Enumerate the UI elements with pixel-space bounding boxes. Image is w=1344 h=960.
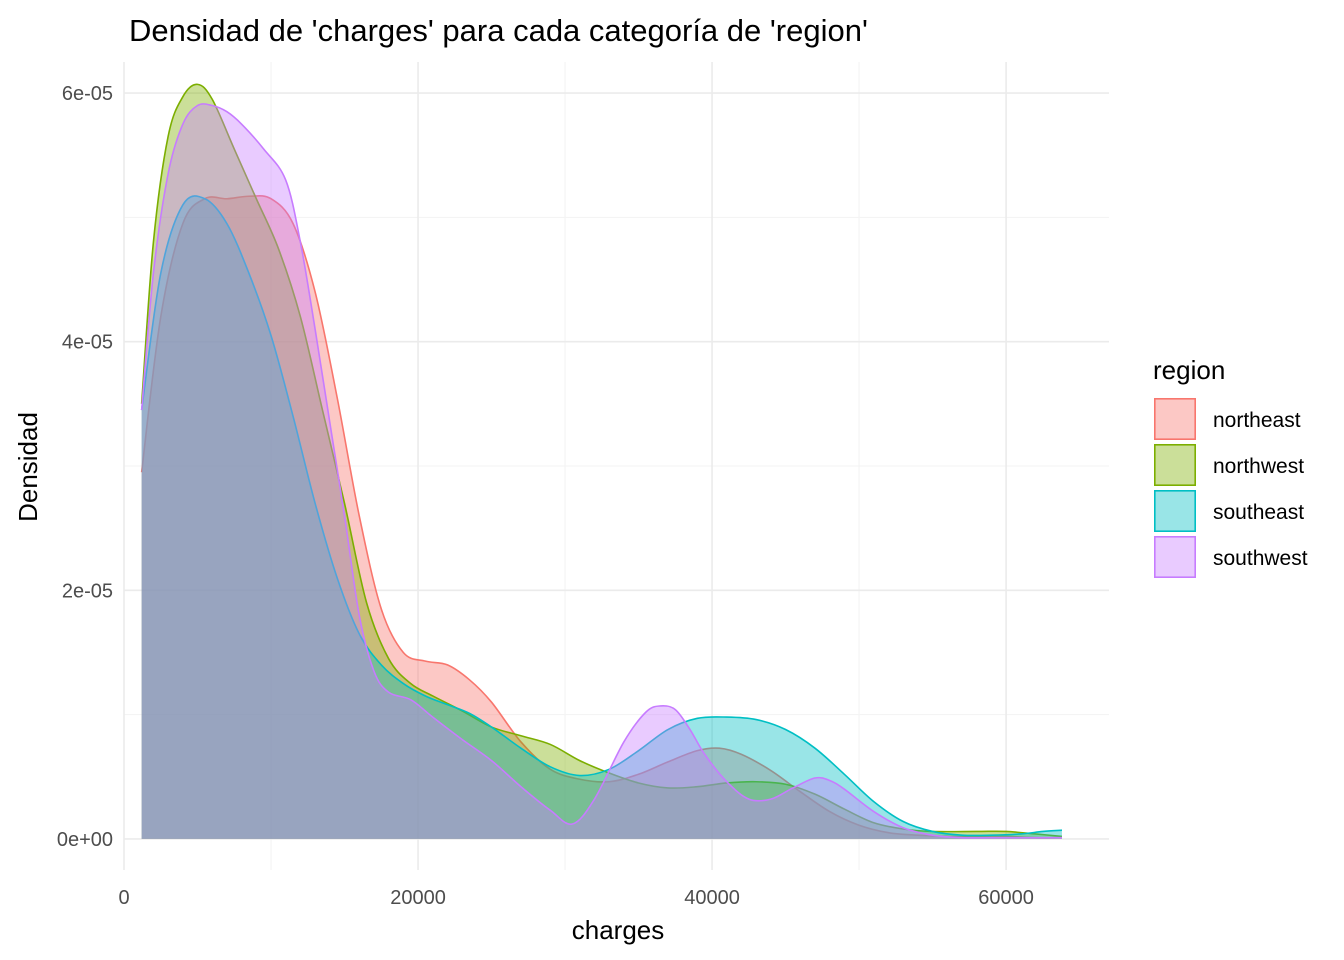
x-tick-label: 0	[118, 887, 129, 909]
x-tick-label: 40000	[684, 887, 740, 909]
minor-grid	[124, 62, 1109, 870]
y-tick-label: 4e-05	[62, 332, 113, 354]
legend-label-southwest: southwest	[1213, 547, 1308, 570]
density-area-northwest	[141, 84, 1062, 839]
density-area-northeast	[141, 195, 1062, 839]
y-axis-title: Densidad	[13, 412, 43, 522]
legend-title: region	[1153, 355, 1225, 385]
legend-key-southeast	[1154, 489, 1197, 532]
y-axis-ticks: 0e+00 2e-05 4e-05 6e-05	[57, 83, 113, 851]
legend-item-southwest: southwest	[1154, 535, 1308, 578]
legend-item-northwest: northwest	[1154, 443, 1304, 486]
legend-item-northeast: northeast	[1154, 397, 1301, 440]
legend: region northeast northwest southeast southw…	[1153, 355, 1308, 578]
density-area-southwest	[141, 103, 1062, 839]
legend-key-background	[1154, 444, 1196, 486]
y-tick-label: 2e-05	[62, 580, 113, 602]
y-tick-label: 0e+00	[57, 829, 113, 851]
legend-label-northwest: northwest	[1213, 455, 1304, 478]
legend-items: northeast northwest southeast southwest	[1154, 397, 1308, 578]
legend-label-northeast: northeast	[1213, 409, 1301, 432]
x-axis-title: charges	[572, 915, 665, 945]
density-line-southeast	[140, 195, 1063, 837]
legend-key-northwest	[1154, 443, 1197, 486]
legend-key-background	[1154, 536, 1196, 578]
x-tick-label: 20000	[390, 887, 446, 909]
density-line-northeast	[140, 194, 1062, 839]
legend-label-southeast: southeast	[1213, 501, 1304, 524]
x-axis-ticks: 0 20000 40000 60000	[118, 887, 1033, 909]
density-line-northwest	[140, 83, 1063, 838]
legend-key-background	[1154, 398, 1196, 440]
density-areas	[140, 83, 1063, 839]
density-area-southeast	[141, 195, 1062, 839]
y-tick-label: 6e-05	[62, 83, 113, 105]
density-series-southeast	[140, 195, 1063, 839]
major-grid	[123, 62, 1109, 870]
chart-title: Densidad de 'charges' para cada categorí…	[129, 13, 868, 48]
legend-item-southeast: southeast	[1154, 489, 1304, 532]
legend-key-background	[1154, 490, 1196, 532]
legend-key-northeast	[1154, 397, 1197, 440]
density-line-southwest	[140, 103, 1062, 839]
legend-key-southwest	[1154, 535, 1197, 578]
density-series-southwest	[140, 103, 1062, 839]
density-series-northwest	[140, 83, 1063, 839]
density-series-northeast	[140, 194, 1062, 839]
x-tick-label: 60000	[978, 887, 1034, 909]
